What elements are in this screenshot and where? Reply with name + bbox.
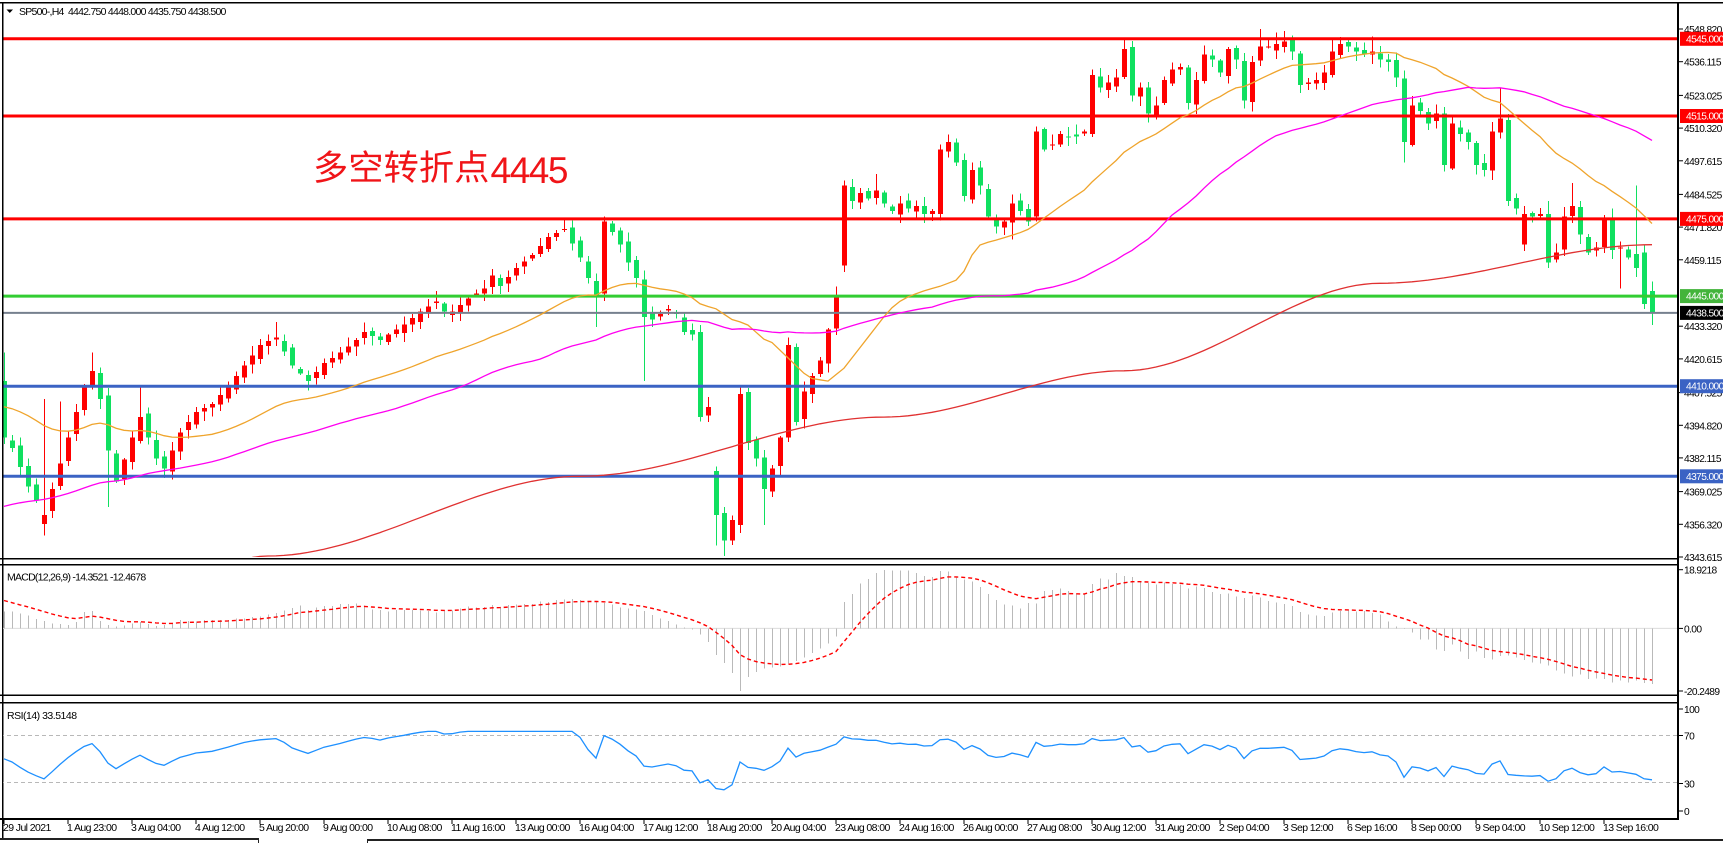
svg-text:4394.820: 4394.820 (1684, 421, 1723, 432)
svg-text:18.9218: 18.9218 (1684, 566, 1718, 577)
svg-text:4410.000: 4410.000 (1686, 382, 1723, 393)
svg-text:100: 100 (1684, 705, 1700, 716)
svg-text:4438.500: 4438.500 (1686, 308, 1723, 319)
svg-text:4420.615: 4420.615 (1684, 355, 1723, 366)
svg-text:4445: 4445 (491, 150, 569, 191)
svg-text:1 Aug 23:00: 1 Aug 23:00 (67, 822, 117, 834)
svg-text:4433.320: 4433.320 (1684, 322, 1723, 333)
svg-text:-20.2489: -20.2489 (1684, 687, 1720, 698)
svg-text:4536.115: 4536.115 (1684, 58, 1722, 69)
svg-text:16 Aug 04:00: 16 Aug 04:00 (579, 822, 634, 834)
svg-text:18 Aug 20:00: 18 Aug 20:00 (707, 822, 762, 834)
svg-text:27 Aug 08:00: 27 Aug 08:00 (1027, 822, 1082, 834)
svg-text:3 Sep 12:00: 3 Sep 12:00 (1283, 822, 1334, 834)
svg-text:31 Aug 20:00: 31 Aug 20:00 (1155, 822, 1210, 834)
svg-text:4459.115: 4459.115 (1684, 256, 1722, 267)
svg-text:4356.320: 4356.320 (1684, 520, 1723, 531)
svg-text:17 Aug 12:00: 17 Aug 12:00 (643, 822, 698, 834)
svg-text:30: 30 (1684, 780, 1695, 791)
svg-text:23 Aug 08:00: 23 Aug 08:00 (835, 822, 890, 834)
svg-text:70: 70 (1684, 732, 1695, 743)
svg-text:4497.615: 4497.615 (1684, 157, 1723, 168)
svg-text:20 Aug 04:00: 20 Aug 04:00 (771, 822, 826, 834)
svg-text:9 Aug 00:00: 9 Aug 00:00 (323, 822, 373, 834)
svg-text:10 Aug 08:00: 10 Aug 08:00 (387, 822, 442, 834)
svg-text:26 Aug 00:00: 26 Aug 00:00 (963, 822, 1018, 834)
svg-text:9 Sep 04:00: 9 Sep 04:00 (1475, 822, 1526, 834)
svg-text:4369.025: 4369.025 (1684, 488, 1723, 499)
svg-text:4475.000: 4475.000 (1686, 214, 1723, 225)
svg-text:RSI(14) 33.5148: RSI(14) 33.5148 (7, 710, 77, 722)
svg-text:11 Aug 16:00: 11 Aug 16:00 (451, 822, 506, 834)
svg-text:5 Aug 20:00: 5 Aug 20:00 (259, 822, 309, 834)
svg-text:SP500-,H4 4442.750 4448.000 4: SP500-,H4 4442.750 4448.000 4435.750 443… (19, 6, 227, 18)
svg-text:4510.320: 4510.320 (1684, 124, 1723, 135)
svg-text:13 Aug 00:00: 13 Aug 00:00 (515, 822, 570, 834)
svg-text:0.00: 0.00 (1684, 624, 1702, 635)
svg-text:4407.525: 4407.525 (1684, 389, 1723, 400)
svg-text:4471.820: 4471.820 (1684, 223, 1723, 234)
svg-text:29 Jul 2021: 29 Jul 2021 (3, 822, 51, 834)
svg-text:0: 0 (1684, 807, 1690, 818)
svg-text:3 Aug 04:00: 3 Aug 04:00 (131, 822, 181, 834)
svg-text:6 Sep 16:00: 6 Sep 16:00 (1347, 822, 1398, 834)
svg-text:4545.000: 4545.000 (1686, 34, 1723, 45)
svg-text:4 Aug 12:00: 4 Aug 12:00 (195, 822, 245, 834)
svg-text:10 Sep 12:00: 10 Sep 12:00 (1539, 822, 1595, 834)
svg-text:30 Aug 12:00: 30 Aug 12:00 (1091, 822, 1146, 834)
svg-text:MACD(12,26,9) -14.3521 -12.467: MACD(12,26,9) -14.3521 -12.4678 (7, 572, 146, 584)
svg-text:4375.000: 4375.000 (1686, 472, 1723, 483)
svg-text:8 Sep 00:00: 8 Sep 00:00 (1411, 822, 1462, 834)
svg-text:4343.615: 4343.615 (1684, 553, 1723, 564)
svg-text:24 Aug 16:00: 24 Aug 16:00 (899, 822, 954, 834)
svg-text:4382.115: 4382.115 (1684, 454, 1722, 465)
svg-text:4445.000: 4445.000 (1686, 292, 1723, 303)
svg-text:13 Sep 16:00: 13 Sep 16:00 (1603, 822, 1659, 834)
svg-text:4548.820: 4548.820 (1684, 25, 1723, 36)
svg-text:4523.025: 4523.025 (1684, 91, 1723, 102)
svg-text:4515.000: 4515.000 (1686, 112, 1723, 123)
svg-text:4484.525: 4484.525 (1684, 190, 1723, 201)
svg-text:2 Sep 04:00: 2 Sep 04:00 (1219, 822, 1270, 834)
